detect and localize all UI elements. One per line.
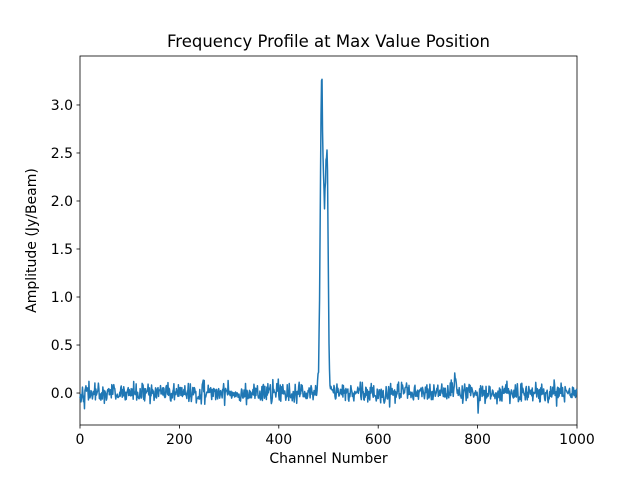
- y-axis-label: Amplitude (Jy/Beam): [24, 168, 40, 313]
- y-tick-label: 0.0: [51, 386, 73, 402]
- y-axis-ticks: 0.0 0.5 1.0 1.5 2.0 2.5 3.0: [51, 98, 80, 402]
- y-tick-label: 2.0: [51, 194, 73, 210]
- x-axis-label: Channel Number: [269, 451, 387, 467]
- y-tick-label: 0.5: [51, 338, 73, 354]
- y-tick-label: 3.0: [51, 98, 73, 114]
- x-tick-label: 600: [365, 432, 392, 448]
- x-tick-label: 400: [265, 432, 292, 448]
- y-tick-label: 1.0: [51, 290, 73, 306]
- x-tick-label: 200: [166, 432, 193, 448]
- profile-line: [79, 78, 578, 414]
- x-tick-label: 800: [464, 432, 491, 448]
- x-axis-ticks: 0 200 400 600 800 1000: [76, 425, 595, 448]
- y-tick-label: 2.5: [51, 146, 73, 162]
- x-tick-label: 1000: [559, 432, 595, 448]
- plot-area-border: [79, 55, 578, 426]
- y-tick-label: 1.5: [51, 242, 73, 258]
- x-tick-label: 0: [76, 432, 85, 448]
- chart-title: Frequency Profile at Max Value Position: [167, 32, 490, 51]
